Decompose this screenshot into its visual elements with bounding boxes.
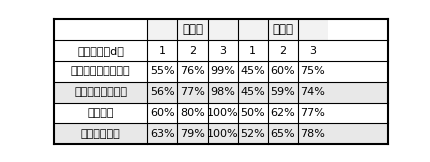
Bar bbox=[237, 19, 327, 40]
Text: 99%: 99% bbox=[210, 66, 234, 76]
Text: 精神状态好转: 精神状态好转 bbox=[80, 129, 120, 139]
Bar bbox=[54, 103, 387, 123]
Text: 80%: 80% bbox=[180, 108, 204, 118]
Text: 60%: 60% bbox=[270, 66, 294, 76]
Text: 79%: 79% bbox=[180, 129, 204, 139]
Text: 口腔肿胀、疼痛消退: 口腔肿胀、疼痛消退 bbox=[71, 66, 130, 76]
Text: 食欲增强: 食欲增强 bbox=[87, 108, 114, 118]
Text: 实验组: 实验组 bbox=[181, 23, 203, 36]
Text: 52%: 52% bbox=[240, 129, 264, 139]
Text: 100%: 100% bbox=[206, 129, 238, 139]
Text: 45%: 45% bbox=[240, 66, 264, 76]
Text: 50%: 50% bbox=[240, 108, 264, 118]
Bar bbox=[147, 19, 237, 40]
Text: 78%: 78% bbox=[300, 129, 324, 139]
Text: 77%: 77% bbox=[180, 87, 204, 97]
Text: 1: 1 bbox=[159, 46, 166, 56]
Text: 65%: 65% bbox=[270, 129, 294, 139]
Text: 75%: 75% bbox=[300, 66, 324, 76]
Text: 76%: 76% bbox=[180, 66, 204, 76]
Text: 59%: 59% bbox=[270, 87, 295, 97]
Bar bbox=[54, 61, 387, 82]
Text: 77%: 77% bbox=[300, 108, 324, 118]
Text: 63%: 63% bbox=[150, 129, 174, 139]
Text: 3: 3 bbox=[218, 46, 225, 56]
Text: 1: 1 bbox=[249, 46, 255, 56]
Bar bbox=[54, 82, 387, 103]
Text: 口腔黏膜潮红消失: 口腔黏膜潮红消失 bbox=[74, 87, 127, 97]
Text: 2: 2 bbox=[188, 46, 196, 56]
Text: 100%: 100% bbox=[206, 108, 238, 118]
Text: 对照组: 对照组 bbox=[272, 23, 292, 36]
Text: 服用时间（d）: 服用时间（d） bbox=[77, 46, 124, 56]
Text: 2: 2 bbox=[279, 46, 286, 56]
Text: 56%: 56% bbox=[150, 87, 174, 97]
Text: 62%: 62% bbox=[270, 108, 295, 118]
Text: 45%: 45% bbox=[240, 87, 264, 97]
Text: 3: 3 bbox=[309, 46, 316, 56]
Text: 60%: 60% bbox=[150, 108, 174, 118]
Text: 98%: 98% bbox=[210, 87, 234, 97]
Text: 55%: 55% bbox=[150, 66, 174, 76]
Text: 74%: 74% bbox=[300, 87, 324, 97]
Bar bbox=[54, 123, 387, 144]
